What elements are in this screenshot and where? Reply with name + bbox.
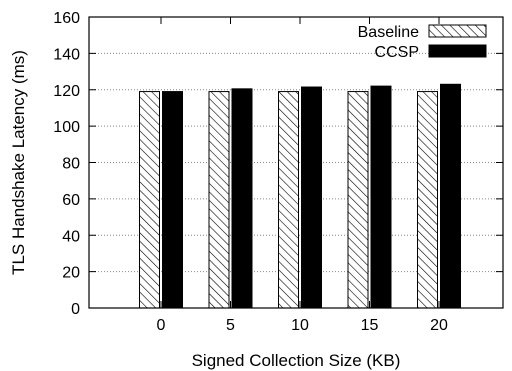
legend: Baseline CCSP (358, 24, 487, 61)
bar-baseline-15 (347, 91, 369, 309)
x-axis-title: Signed Collection Size (KB) (192, 351, 401, 370)
y-tick-label: 20 (62, 265, 80, 282)
y-tick-label: 80 (62, 156, 80, 173)
x-tick-label: 20 (430, 317, 448, 334)
y-tick-label: 100 (53, 119, 80, 136)
y-tick-label: 120 (53, 83, 80, 100)
bar-ccsp-0 (162, 91, 183, 309)
bar-baseline-20 (417, 91, 438, 309)
legend-swatch-ccsp (428, 44, 487, 58)
bar-ccsp-15 (370, 85, 392, 309)
y-axis: 0 20 40 60 80 100 120 140 160 (53, 10, 503, 318)
y-axis-title: TLS Handshake Latency (ms) (9, 50, 28, 275)
bar-ccsp-20 (440, 83, 461, 309)
y-tick-label: 160 (53, 10, 80, 27)
bar-baseline-5 (208, 91, 230, 309)
bar-ccsp-5 (231, 88, 253, 309)
legend-label-ccsp: CCSP (375, 44, 419, 61)
y-tick-label: 140 (53, 46, 80, 63)
x-axis: 0 5 10 15 20 (157, 17, 448, 334)
x-tick-label: 0 (157, 317, 166, 334)
y-tick-label: 0 (71, 301, 80, 318)
legend-swatch-baseline (428, 24, 487, 38)
x-tick-label: 5 (226, 317, 235, 334)
y-tick-label: 60 (62, 192, 80, 209)
y-tick-label: 40 (62, 228, 80, 245)
bar-baseline-10 (278, 91, 299, 309)
bars (139, 83, 461, 309)
x-tick-label: 10 (291, 317, 309, 334)
bar-baseline-0 (139, 91, 160, 309)
bar-ccsp-10 (301, 86, 322, 309)
x-tick-label: 15 (361, 317, 379, 334)
legend-label-baseline: Baseline (358, 24, 419, 41)
